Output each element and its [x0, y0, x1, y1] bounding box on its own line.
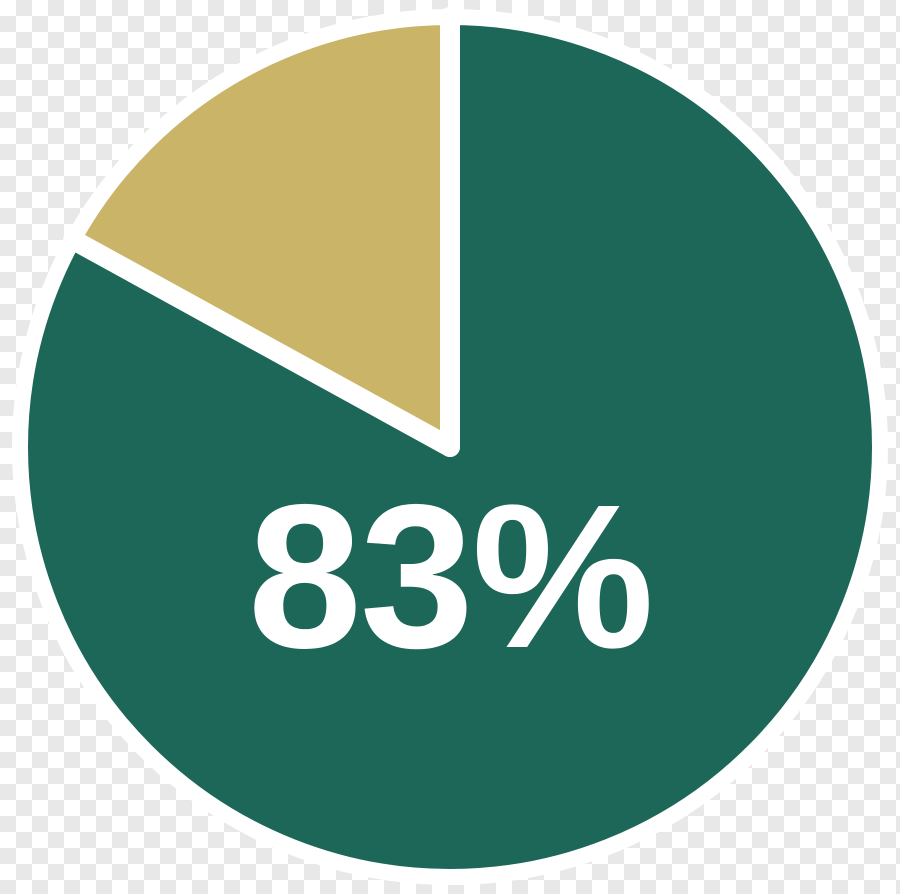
pie-chart: 83%: [10, 7, 890, 887]
pie-chart-svg: 83%: [10, 7, 890, 887]
percent-label: 83%: [248, 462, 652, 691]
